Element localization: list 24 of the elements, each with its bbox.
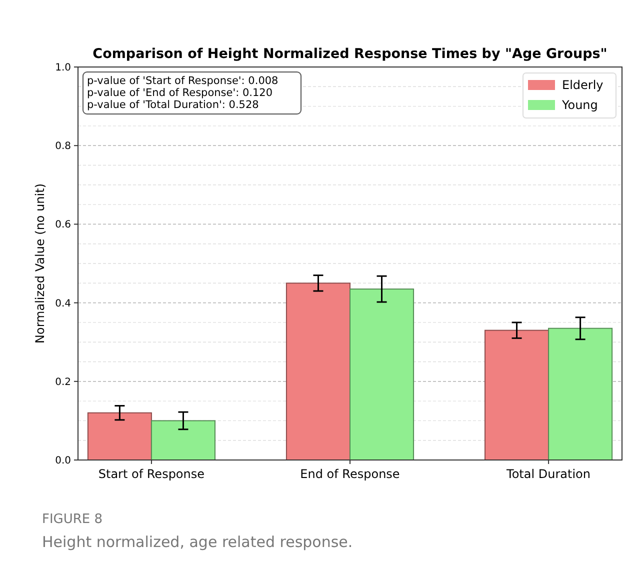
x-tick-label: End of Response bbox=[300, 467, 400, 481]
text: Height normalized, age related response. bbox=[42, 533, 353, 551]
y-tick-label: 1.0 bbox=[55, 62, 71, 74]
chart-title: Comparison of Height Normalized Response Times by "Age Groups" bbox=[92, 46, 608, 62]
legend-label: Elderly bbox=[562, 78, 604, 92]
bar bbox=[87, 412, 152, 460]
y-tick-label: 0.0 bbox=[55, 456, 71, 466]
annotation: p-value of 'Start of Response': 0.008 bbox=[87, 75, 278, 87]
bar bbox=[484, 330, 550, 460]
y-tick-label: 0.8 bbox=[55, 141, 71, 152]
x-tick-label: Total Duration bbox=[506, 467, 591, 481]
bar bbox=[286, 282, 350, 460]
bar bbox=[548, 328, 613, 460]
annotation: p-value of 'End of Response': 0.120 bbox=[87, 87, 273, 99]
y-axis-title: Normalized Value (no unit) bbox=[33, 183, 47, 344]
bar bbox=[150, 420, 216, 460]
annotation: p-value of 'Total Duration': 0.528 bbox=[87, 99, 259, 111]
x-tick-label: Start of Response bbox=[98, 467, 205, 481]
bar bbox=[350, 288, 414, 460]
caption: FIGURE 8 bbox=[42, 512, 103, 527]
y-tick-label: 0.4 bbox=[55, 298, 71, 310]
legend-label: Young bbox=[561, 98, 598, 112]
y-tick-label: 0.2 bbox=[55, 376, 71, 388]
y-tick-label: 0.6 bbox=[55, 220, 71, 231]
